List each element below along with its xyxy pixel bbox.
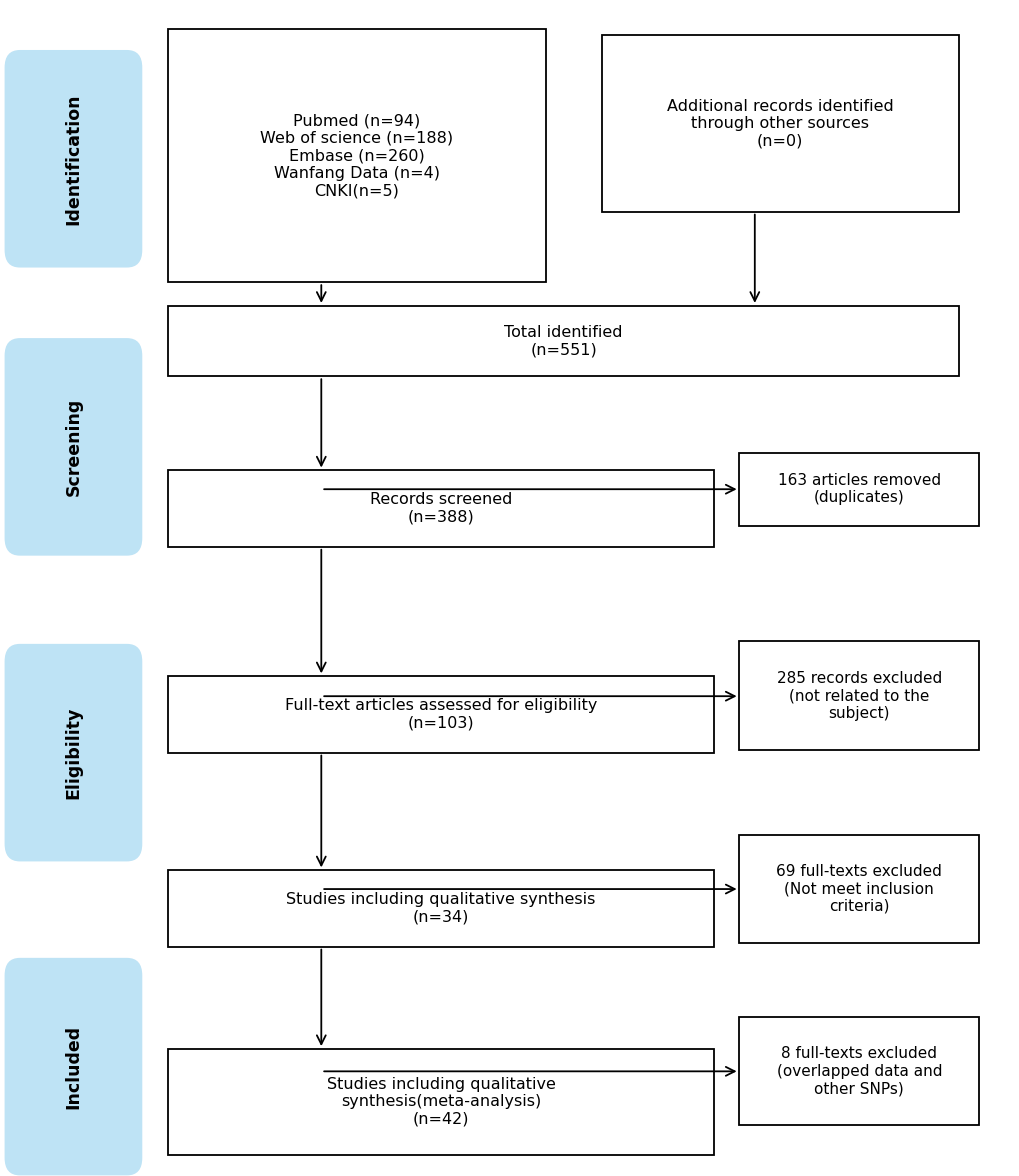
Text: 285 records excluded
(not related to the
subject): 285 records excluded (not related to the…: [775, 670, 942, 721]
Text: Studies including qualitative synthesis
(n=34): Studies including qualitative synthesis …: [286, 893, 595, 924]
FancyBboxPatch shape: [601, 35, 958, 212]
FancyBboxPatch shape: [4, 339, 143, 556]
Text: Studies including qualitative
synthesis(meta-analysis)
(n=42): Studies including qualitative synthesis(…: [326, 1077, 555, 1127]
FancyBboxPatch shape: [4, 957, 143, 1176]
Text: Full-text articles assessed for eligibility
(n=103): Full-text articles assessed for eligibil…: [284, 699, 597, 730]
FancyBboxPatch shape: [168, 870, 713, 947]
FancyBboxPatch shape: [4, 644, 143, 862]
FancyBboxPatch shape: [168, 676, 713, 753]
FancyBboxPatch shape: [739, 641, 978, 750]
FancyBboxPatch shape: [168, 1049, 713, 1155]
Text: Included: Included: [64, 1024, 83, 1109]
FancyBboxPatch shape: [168, 306, 958, 376]
Text: 8 full-texts excluded
(overlapped data and
other SNPs): 8 full-texts excluded (overlapped data a…: [775, 1047, 942, 1096]
FancyBboxPatch shape: [739, 1017, 978, 1125]
Text: Additional records identified
through other sources
(n=0): Additional records identified through ot…: [666, 99, 893, 148]
FancyBboxPatch shape: [168, 470, 713, 547]
FancyBboxPatch shape: [739, 453, 978, 526]
FancyBboxPatch shape: [4, 51, 143, 268]
FancyBboxPatch shape: [168, 29, 545, 282]
Text: Eligibility: Eligibility: [64, 707, 83, 799]
Text: Records screened
(n=388): Records screened (n=388): [370, 493, 512, 524]
Text: Total identified
(n=551): Total identified (n=551): [503, 325, 623, 358]
Text: Pubmed (n=94)
Web of science (n=188)
Embase (n=260)
Wanfang Data (n=4)
CNKI(n=5): Pubmed (n=94) Web of science (n=188) Emb…: [260, 114, 453, 198]
Text: 69 full-texts excluded
(Not meet inclusion
criteria): 69 full-texts excluded (Not meet inclusi…: [775, 864, 942, 914]
Text: Screening: Screening: [64, 397, 83, 496]
Text: 163 articles removed
(duplicates): 163 articles removed (duplicates): [777, 473, 940, 506]
Text: Identification: Identification: [64, 93, 83, 225]
FancyBboxPatch shape: [739, 835, 978, 943]
